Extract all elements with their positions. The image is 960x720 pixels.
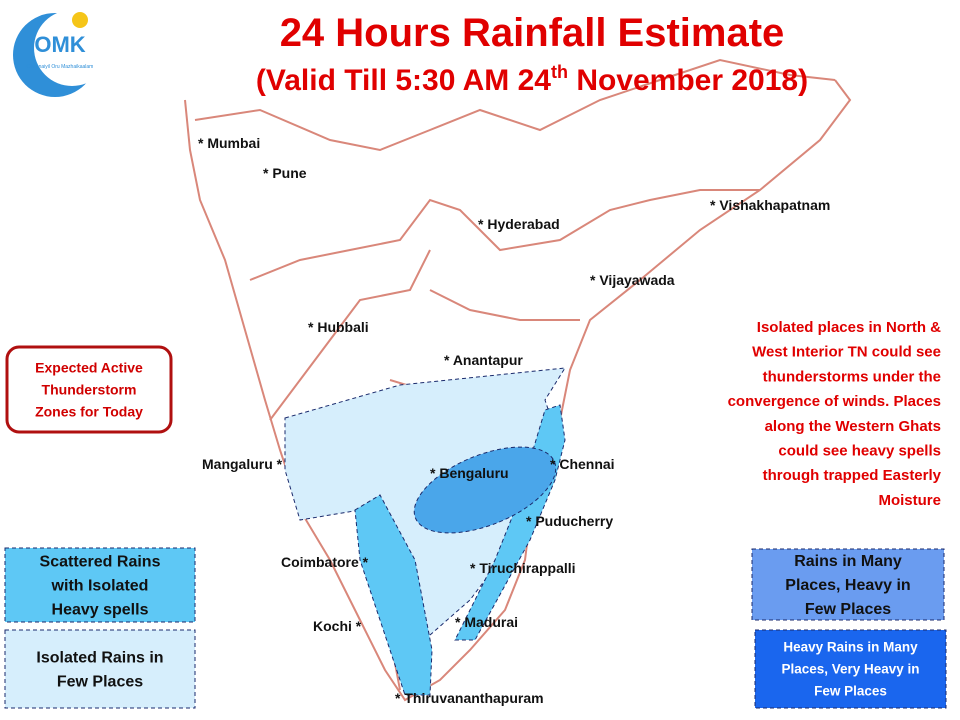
note: Isolated places in North & West Interior … [728, 319, 942, 509]
place-label: * Anantapur [444, 352, 523, 368]
legend-label: Few Places [805, 601, 891, 618]
note-line: Moisture [878, 492, 941, 509]
zone-scattered [413, 446, 557, 534]
note-line: along the Western Ghats [765, 418, 941, 435]
place-label: Coimbatore * [281, 554, 369, 570]
subtitle: (Valid Till 5:30 AM 24th November 2018) [256, 62, 808, 97]
legend-box [4, 629, 196, 709]
legend-label: Few Places [814, 684, 887, 699]
place-label: * Vijayawada [590, 272, 675, 288]
place-label: * Hubbali [308, 319, 369, 335]
logo-tagline: Chennaiyil Oru Mazhaikaalam [27, 64, 94, 70]
place-label: Kochi * [313, 618, 362, 634]
title: 24 Hours Rainfall Estimate [280, 11, 785, 55]
place-label: * Tiruchirappalli [470, 560, 576, 576]
legend-box [4, 547, 196, 623]
legend-box [751, 548, 945, 621]
legend-label: Places, Heavy in [785, 577, 910, 594]
place-label: * Hyderabad [478, 216, 560, 232]
legend-label: Heavy Rains in Many [783, 640, 918, 655]
legend-label: Isolated Rains in [36, 650, 163, 667]
logo: OMK Chennaiyil Oru Mazhaikaalam [13, 10, 110, 97]
legend-label: Expected Active [35, 359, 143, 375]
legend-box [754, 629, 947, 709]
note-line: convergence of winds. Places [728, 393, 941, 410]
place-label: * Madurai [455, 614, 518, 630]
rain-zones [284, 367, 566, 696]
places: * Mumbai* Pune * Hyderabad * Vishakhapatna… [198, 135, 830, 706]
note-line: Isolated places in North & [757, 319, 941, 336]
subtitle-prefix: (Valid Till 5:30 AM 24 [256, 64, 551, 97]
logo-mark: OMK [34, 32, 85, 57]
place-label: * Puducherry [526, 513, 613, 529]
place-label: * Thiruvananthapuram [395, 690, 544, 706]
legend: Expected Active Thunderstorm Zones for Tod… [4, 345, 947, 709]
place-label: * Bengaluru [430, 465, 509, 481]
place-label: * Pune [263, 165, 307, 181]
zone-scattered [354, 494, 433, 696]
legend-box [5, 345, 173, 434]
legend-label: Scattered Rains [40, 554, 161, 571]
place-label: * Vishakhapatnam [710, 197, 830, 213]
note-line: could see heavy spells [778, 443, 941, 460]
note-line: West Interior TN could see [752, 344, 941, 361]
place-label: * Chennai [550, 456, 615, 472]
legend-label: with Isolated [51, 578, 149, 595]
legend-label: Few Places [57, 674, 143, 691]
legend-label: Rains in Many [794, 553, 902, 570]
legend-label: Zones for Today [35, 403, 143, 419]
subtitle-sup: th [551, 62, 568, 82]
place-label: * Mumbai [198, 135, 260, 151]
place-label: Mangaluru * [202, 456, 283, 472]
legend-label: Heavy spells [52, 602, 149, 619]
legend-label: Places, Very Heavy in [781, 662, 919, 677]
legend-label: Thunderstorm [42, 381, 137, 397]
note-line: thunderstorms under the [763, 368, 941, 385]
subtitle-suffix: November 2018) [568, 64, 808, 97]
note-line: through trapped Easterly [763, 467, 942, 484]
